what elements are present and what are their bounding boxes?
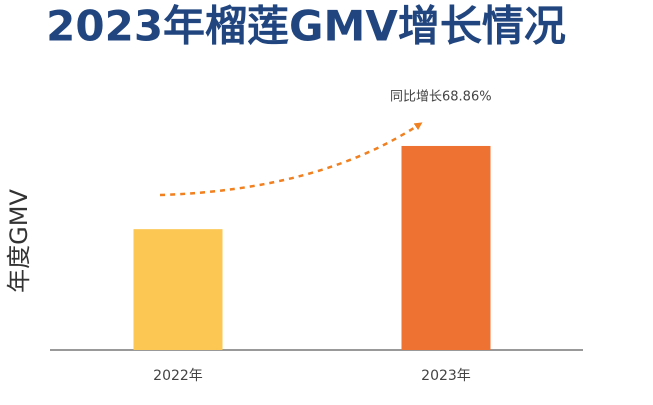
annotation: 同比增长68.86% xyxy=(390,90,492,105)
growth-arrow xyxy=(159,122,423,197)
x-tick-label: 2022年 xyxy=(153,368,203,384)
bar xyxy=(133,229,223,350)
y-axis-label: 年度GMV xyxy=(5,189,33,293)
bar xyxy=(401,145,491,350)
chart-title: 2023年榴莲GMV增长情况 xyxy=(46,2,566,51)
x-tick-label: 2023年 xyxy=(421,368,471,384)
